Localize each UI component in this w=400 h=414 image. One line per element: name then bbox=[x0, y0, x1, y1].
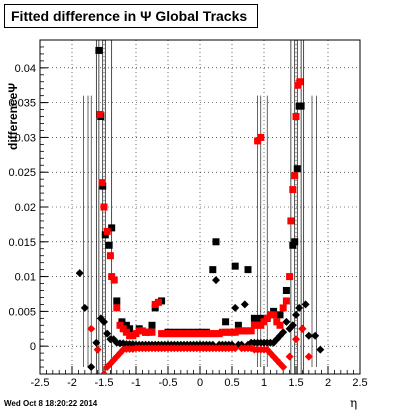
black-diamond-point bbox=[103, 329, 112, 338]
black-square-point bbox=[105, 241, 113, 249]
black-square-point bbox=[95, 46, 103, 54]
black-square-point bbox=[108, 224, 116, 232]
red-square-point bbox=[279, 304, 287, 312]
black-diamond-point bbox=[240, 300, 249, 309]
red-square-point bbox=[257, 133, 265, 141]
y-tick-label: 0 bbox=[30, 341, 36, 353]
red-square-point bbox=[100, 203, 108, 211]
black-square-point bbox=[297, 102, 305, 110]
red-square-point bbox=[289, 186, 297, 194]
red-diamond-point bbox=[231, 344, 240, 353]
x-tick-label: -2.5 bbox=[31, 377, 50, 389]
red-diamond-point bbox=[298, 324, 307, 333]
x-tick-label: -0.5 bbox=[159, 377, 178, 389]
y-tick-label: 0.005 bbox=[8, 306, 36, 318]
x-axis-label: η bbox=[350, 396, 358, 410]
x-tick-label: 2.5 bbox=[352, 377, 367, 389]
black-square-point bbox=[222, 318, 230, 326]
x-tick-label: -1 bbox=[131, 377, 141, 389]
y-axis-label: differenceΨ bbox=[6, 82, 20, 150]
red-square-point bbox=[103, 227, 111, 235]
red-square-point bbox=[286, 273, 294, 281]
black-square-point bbox=[282, 287, 290, 294]
black-diamond-point bbox=[80, 303, 89, 312]
red-square-point bbox=[154, 298, 162, 306]
y-tick-label: 0.03 bbox=[15, 132, 36, 144]
red-square-point bbox=[282, 297, 290, 305]
black-diamond-point bbox=[282, 317, 291, 326]
black-square-point bbox=[293, 165, 301, 173]
black-square-point bbox=[244, 266, 252, 274]
red-square-point bbox=[287, 217, 295, 225]
x-tick-label: -2 bbox=[67, 377, 77, 389]
black-square-point bbox=[113, 297, 121, 305]
black-diamond-point bbox=[279, 328, 288, 337]
black-diamond-point bbox=[212, 276, 220, 285]
black-square-point bbox=[231, 262, 239, 270]
black-square-point bbox=[291, 238, 299, 246]
red-square-point bbox=[98, 179, 106, 187]
x-tick-label: -1.5 bbox=[95, 377, 114, 389]
black-diamond-point bbox=[316, 345, 325, 354]
y-tick-label: 0.02 bbox=[15, 202, 36, 214]
red-diamond-point bbox=[236, 373, 238, 374]
red-square-point bbox=[247, 327, 255, 335]
black-diamond-point bbox=[311, 331, 320, 340]
red-diamond-point bbox=[279, 363, 288, 372]
black-square-point bbox=[234, 321, 242, 329]
red-diamond-point bbox=[285, 352, 294, 361]
red-square-point bbox=[110, 276, 118, 284]
timestamp: Wed Oct 8 18:20:22 2014 bbox=[4, 399, 98, 408]
black-square-point bbox=[276, 311, 284, 319]
black-diamond-point bbox=[304, 331, 313, 340]
data-markers bbox=[75, 46, 325, 374]
red-square-point bbox=[292, 113, 300, 121]
x-tick-label: 2 bbox=[325, 377, 331, 389]
black-square-point bbox=[209, 266, 217, 274]
black-square-point bbox=[250, 314, 258, 322]
red-square-point bbox=[291, 172, 299, 180]
black-diamond-point bbox=[100, 317, 108, 326]
red-diamond-point bbox=[87, 324, 96, 333]
red-square-point bbox=[106, 252, 114, 260]
red-diamond-point bbox=[93, 345, 102, 354]
red-square-point bbox=[113, 304, 121, 312]
black-diamond-point bbox=[292, 310, 300, 319]
chart-title: Fitted difference in Ψ Global Tracks bbox=[4, 4, 258, 28]
y-tick-label: 0.04 bbox=[15, 63, 36, 75]
red-square-point bbox=[276, 321, 284, 329]
red-square-point bbox=[296, 78, 304, 86]
red-square-point bbox=[270, 311, 278, 319]
x-tick-label: 1.5 bbox=[288, 377, 303, 389]
red-diamond-point bbox=[304, 352, 313, 361]
y-tick-label: 0.035 bbox=[8, 98, 36, 110]
red-diamond-point bbox=[100, 370, 108, 374]
black-diamond-point bbox=[92, 338, 101, 347]
black-diamond-point bbox=[231, 303, 240, 312]
red-diamond-point bbox=[292, 335, 300, 344]
x-tick-label: 0 bbox=[197, 377, 203, 389]
black-diamond-point bbox=[301, 300, 310, 309]
red-square-point bbox=[148, 328, 156, 336]
black-square-point bbox=[212, 238, 220, 246]
y-tick-label: 0.015 bbox=[8, 237, 36, 249]
black-diamond-point bbox=[295, 303, 304, 312]
x-tick-label: 0.5 bbox=[224, 377, 239, 389]
black-diamond-point bbox=[87, 363, 96, 372]
black-diamond-point bbox=[288, 321, 297, 330]
black-diamond-point bbox=[75, 269, 84, 278]
x-tick-label: 1 bbox=[261, 377, 267, 389]
red-square-point bbox=[96, 110, 104, 118]
y-tick-label: 0.01 bbox=[15, 272, 36, 284]
black-square-point bbox=[148, 321, 156, 329]
y-tick-label: 0.025 bbox=[8, 167, 36, 179]
